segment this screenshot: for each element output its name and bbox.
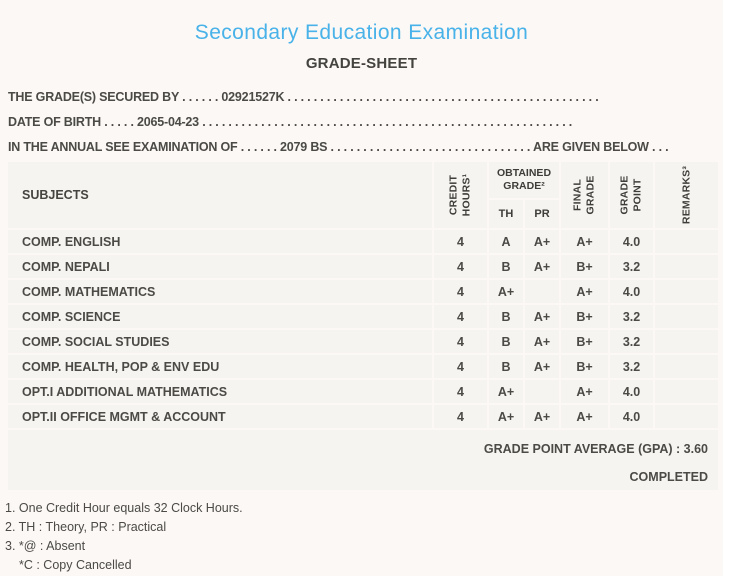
col-header-remarks: REMARKS³: [655, 162, 719, 228]
cell-subject: OPT.I ADDITIONAL MATHEMATICS: [8, 380, 432, 403]
page-subtitle: GRADE-SHEET: [305, 55, 418, 72]
cell-final-grade: B+: [561, 255, 609, 278]
footnote-th-pr: 2. TH : Theory, PR : Practical: [5, 520, 167, 534]
col-header-obtained-grade: OBTAINED GRADE²: [489, 162, 560, 198]
footnote-credit-hour: 1. One Credit Hour equals 32 Clock Hours…: [5, 501, 243, 515]
table-row: COMP. SCIENCE 4 B A+ B+ 3.2: [8, 305, 719, 328]
footnote-absent: 3. *@ : Absent: [5, 539, 86, 553]
cell-credit: 4: [434, 255, 487, 278]
cell-remarks: [655, 230, 719, 253]
cell-credit: 4: [434, 280, 487, 303]
cell-th-grade: A+: [489, 405, 523, 428]
cell-pr-grade: A+: [525, 255, 560, 278]
grades-table: SUBJECTS CREDIT HOURS¹ OBTAINED GRADE² F…: [6, 160, 720, 492]
cell-credit: 4: [434, 305, 487, 328]
col-header-subjects: SUBJECTS: [8, 162, 432, 228]
gpa-value: GRADE POINT AVERAGE (GPA) : 3.60: [483, 442, 709, 456]
cell-subject: OPT.II OFFICE MGMT & ACCOUNT: [8, 405, 432, 428]
cell-credit: 4: [434, 230, 487, 253]
col-header-credit-hours: CREDIT HOURS¹: [434, 162, 487, 228]
info-date-of-birth: DATE OF BIRTH . . . . . 2065-04-23 . . .…: [8, 115, 573, 129]
cell-subject: COMP. NEPALI: [8, 255, 432, 278]
cell-subject: COMP. ENGLISH: [8, 230, 432, 253]
cell-pr-grade: A+: [525, 330, 560, 353]
cell-th-grade: B: [489, 330, 523, 353]
cell-grade-point: 4.0: [610, 405, 654, 428]
page-title: Secondary Education Examination: [194, 21, 529, 44]
cell-grade-point: 3.2: [610, 355, 654, 378]
cell-th-grade: B: [489, 355, 523, 378]
footnote-copy-cancelled: *C : Copy Cancelled: [19, 558, 132, 572]
cell-final-grade: A+: [561, 380, 609, 403]
cell-pr-grade: A+: [525, 355, 560, 378]
cell-pr-grade: [525, 380, 560, 403]
table-row: OPT.I ADDITIONAL MATHEMATICS 4 A+ A+ 4.0: [8, 380, 719, 403]
cell-final-grade: A+: [561, 405, 609, 428]
cell-subject: COMP. MATHEMATICS: [8, 280, 432, 303]
table-header-row-2: TH PR: [8, 200, 718, 228]
col-header-final-grade: FINAL GRADE: [561, 162, 609, 228]
cell-remarks: [655, 405, 719, 428]
info-examination-year: IN THE ANNUAL SEE EXAMINATION OF . . . .…: [8, 140, 669, 154]
table-row: COMP. SOCIAL STUDIES 4 B A+ B+ 3.2: [8, 330, 719, 353]
page-header: Secondary Education Examination GRADE-SH…: [0, 0, 723, 72]
table-row: COMP. MATHEMATICS 4 A+ A+ 4.0: [8, 280, 719, 303]
student-info: THE GRADE(S) SECURED BY . . . . . . 0292…: [8, 85, 715, 160]
cell-pr-grade: [525, 280, 560, 303]
col-header-th: TH: [489, 200, 523, 228]
cell-grade-point: 3.2: [610, 330, 654, 353]
cell-grade-point: 4.0: [610, 280, 654, 303]
cell-final-grade: B+: [561, 305, 609, 328]
cell-grade-point: 3.2: [610, 305, 654, 328]
cell-remarks: [655, 305, 719, 328]
cell-subject: COMP. HEALTH, POP & ENV EDU: [8, 355, 432, 378]
cell-subject: COMP. SOCIAL STUDIES: [8, 330, 432, 353]
cell-pr-grade: A+: [525, 230, 560, 253]
cell-final-grade: B+: [561, 330, 609, 353]
table-row: COMP. ENGLISH 4 A A+ A+ 4.0: [8, 230, 719, 253]
cell-th-grade: B: [489, 305, 523, 328]
info-grades-secured-by: THE GRADE(S) SECURED BY . . . . . . 0292…: [8, 90, 599, 104]
cell-th-grade: A+: [489, 380, 523, 403]
summary-cell: GRADE POINT AVERAGE (GPA) : 3.60 COMPLET…: [8, 430, 719, 490]
col-header-grade-point: GRADE POINT: [610, 162, 654, 228]
cell-credit: 4: [434, 330, 487, 353]
cell-final-grade: A+: [561, 280, 609, 303]
cell-pr-grade: A+: [525, 405, 560, 428]
table-row: COMP. NEPALI 4 B A+ B+ 3.2: [8, 255, 719, 278]
table-header-row-1: SUBJECTS CREDIT HOURS¹ OBTAINED GRADE² F…: [8, 162, 719, 228]
status-completed: COMPLETED: [629, 470, 709, 484]
table-row: COMP. HEALTH, POP & ENV EDU 4 B A+ B+ 3.…: [8, 355, 719, 378]
cell-credit: 4: [434, 355, 487, 378]
cell-grade-point: 4.0: [610, 380, 654, 403]
cell-credit: 4: [434, 405, 487, 428]
cell-remarks: [655, 330, 719, 353]
grade-sheet-page: Secondary Education Examination GRADE-SH…: [0, 0, 723, 576]
cell-remarks: [655, 355, 719, 378]
footnotes: 1. One Credit Hour equals 32 Clock Hours…: [0, 499, 723, 576]
cell-credit: 4: [434, 380, 487, 403]
table-row: OPT.II OFFICE MGMT & ACCOUNT 4 A+ A+ A+ …: [8, 405, 719, 428]
col-header-pr: PR: [525, 200, 560, 228]
cell-final-grade: B+: [561, 355, 609, 378]
cell-subject: COMP. SCIENCE: [8, 305, 432, 328]
cell-final-grade: A+: [561, 230, 609, 253]
cell-remarks: [655, 280, 719, 303]
cell-th-grade: A+: [489, 280, 523, 303]
cell-th-grade: A: [489, 230, 523, 253]
cell-grade-point: 4.0: [610, 230, 654, 253]
summary-row: GRADE POINT AVERAGE (GPA) : 3.60 COMPLET…: [8, 430, 719, 490]
cell-pr-grade: A+: [525, 305, 560, 328]
cell-grade-point: 3.2: [610, 255, 654, 278]
cell-th-grade: B: [489, 255, 523, 278]
cell-remarks: [655, 255, 719, 278]
cell-remarks: [655, 380, 719, 403]
